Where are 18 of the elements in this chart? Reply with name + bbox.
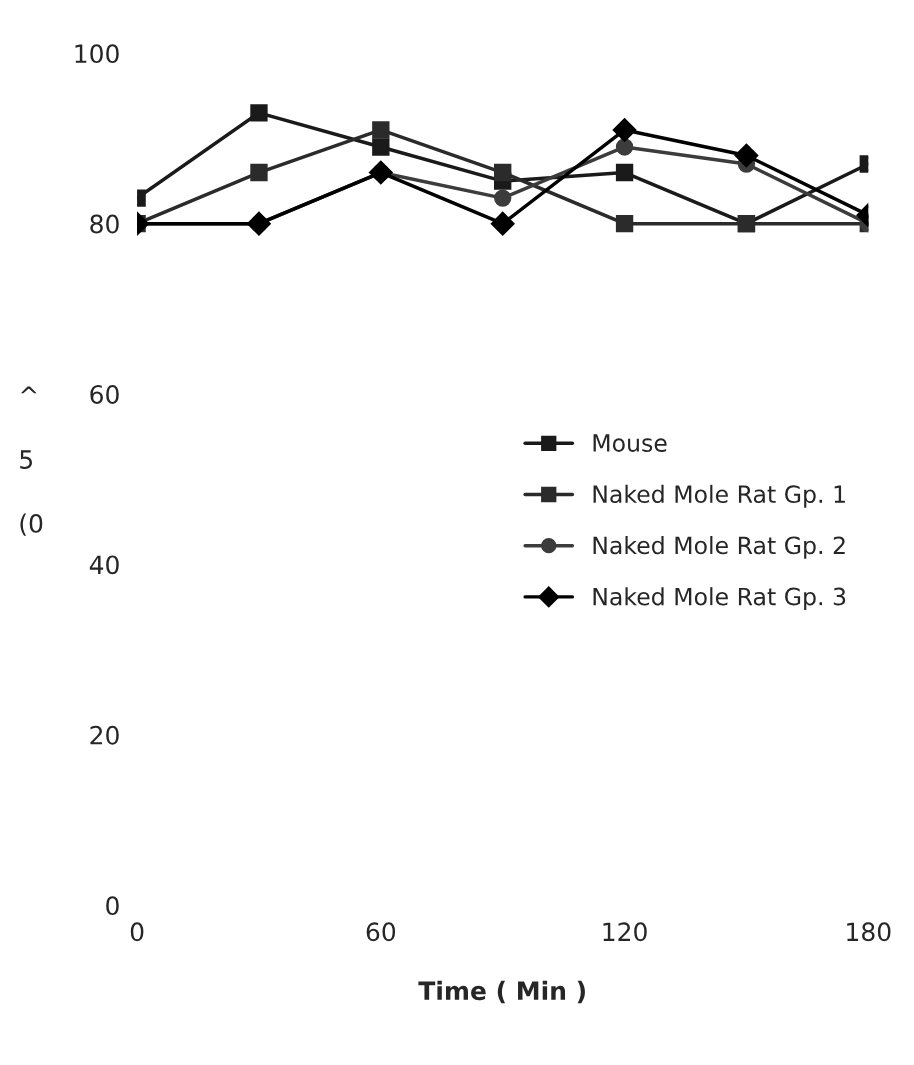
legend-label: Naked Mole Rat Gp. 3 [593, 587, 846, 611]
y-tick-label: 40 [89, 555, 119, 575]
y-tick-label: 0 [106, 896, 119, 916]
y-tick-label: 20 [90, 725, 119, 745]
legend-label: Naked Mole Rat Gp. 1 [593, 484, 845, 508]
text: 5 [20, 450, 32, 469]
legend-label: Mouse [593, 434, 667, 452]
y-tick-label: 100 [75, 44, 119, 64]
x-tick-label: 0 [130, 922, 144, 942]
text: (0 [20, 513, 43, 536]
text: ^ [20, 386, 37, 394]
legend-label: Naked Mole Rat Gp. 2 [593, 536, 845, 559]
x-tick-label: 60 [366, 922, 396, 942]
y-tick-label: 80 [90, 214, 119, 234]
x-tick-label: 180 [847, 922, 891, 942]
x-tick-label: 120 [603, 922, 647, 942]
y-tick-label: 60 [90, 384, 119, 404]
x-axis-title: Time ( Min ) [418, 980, 585, 1004]
